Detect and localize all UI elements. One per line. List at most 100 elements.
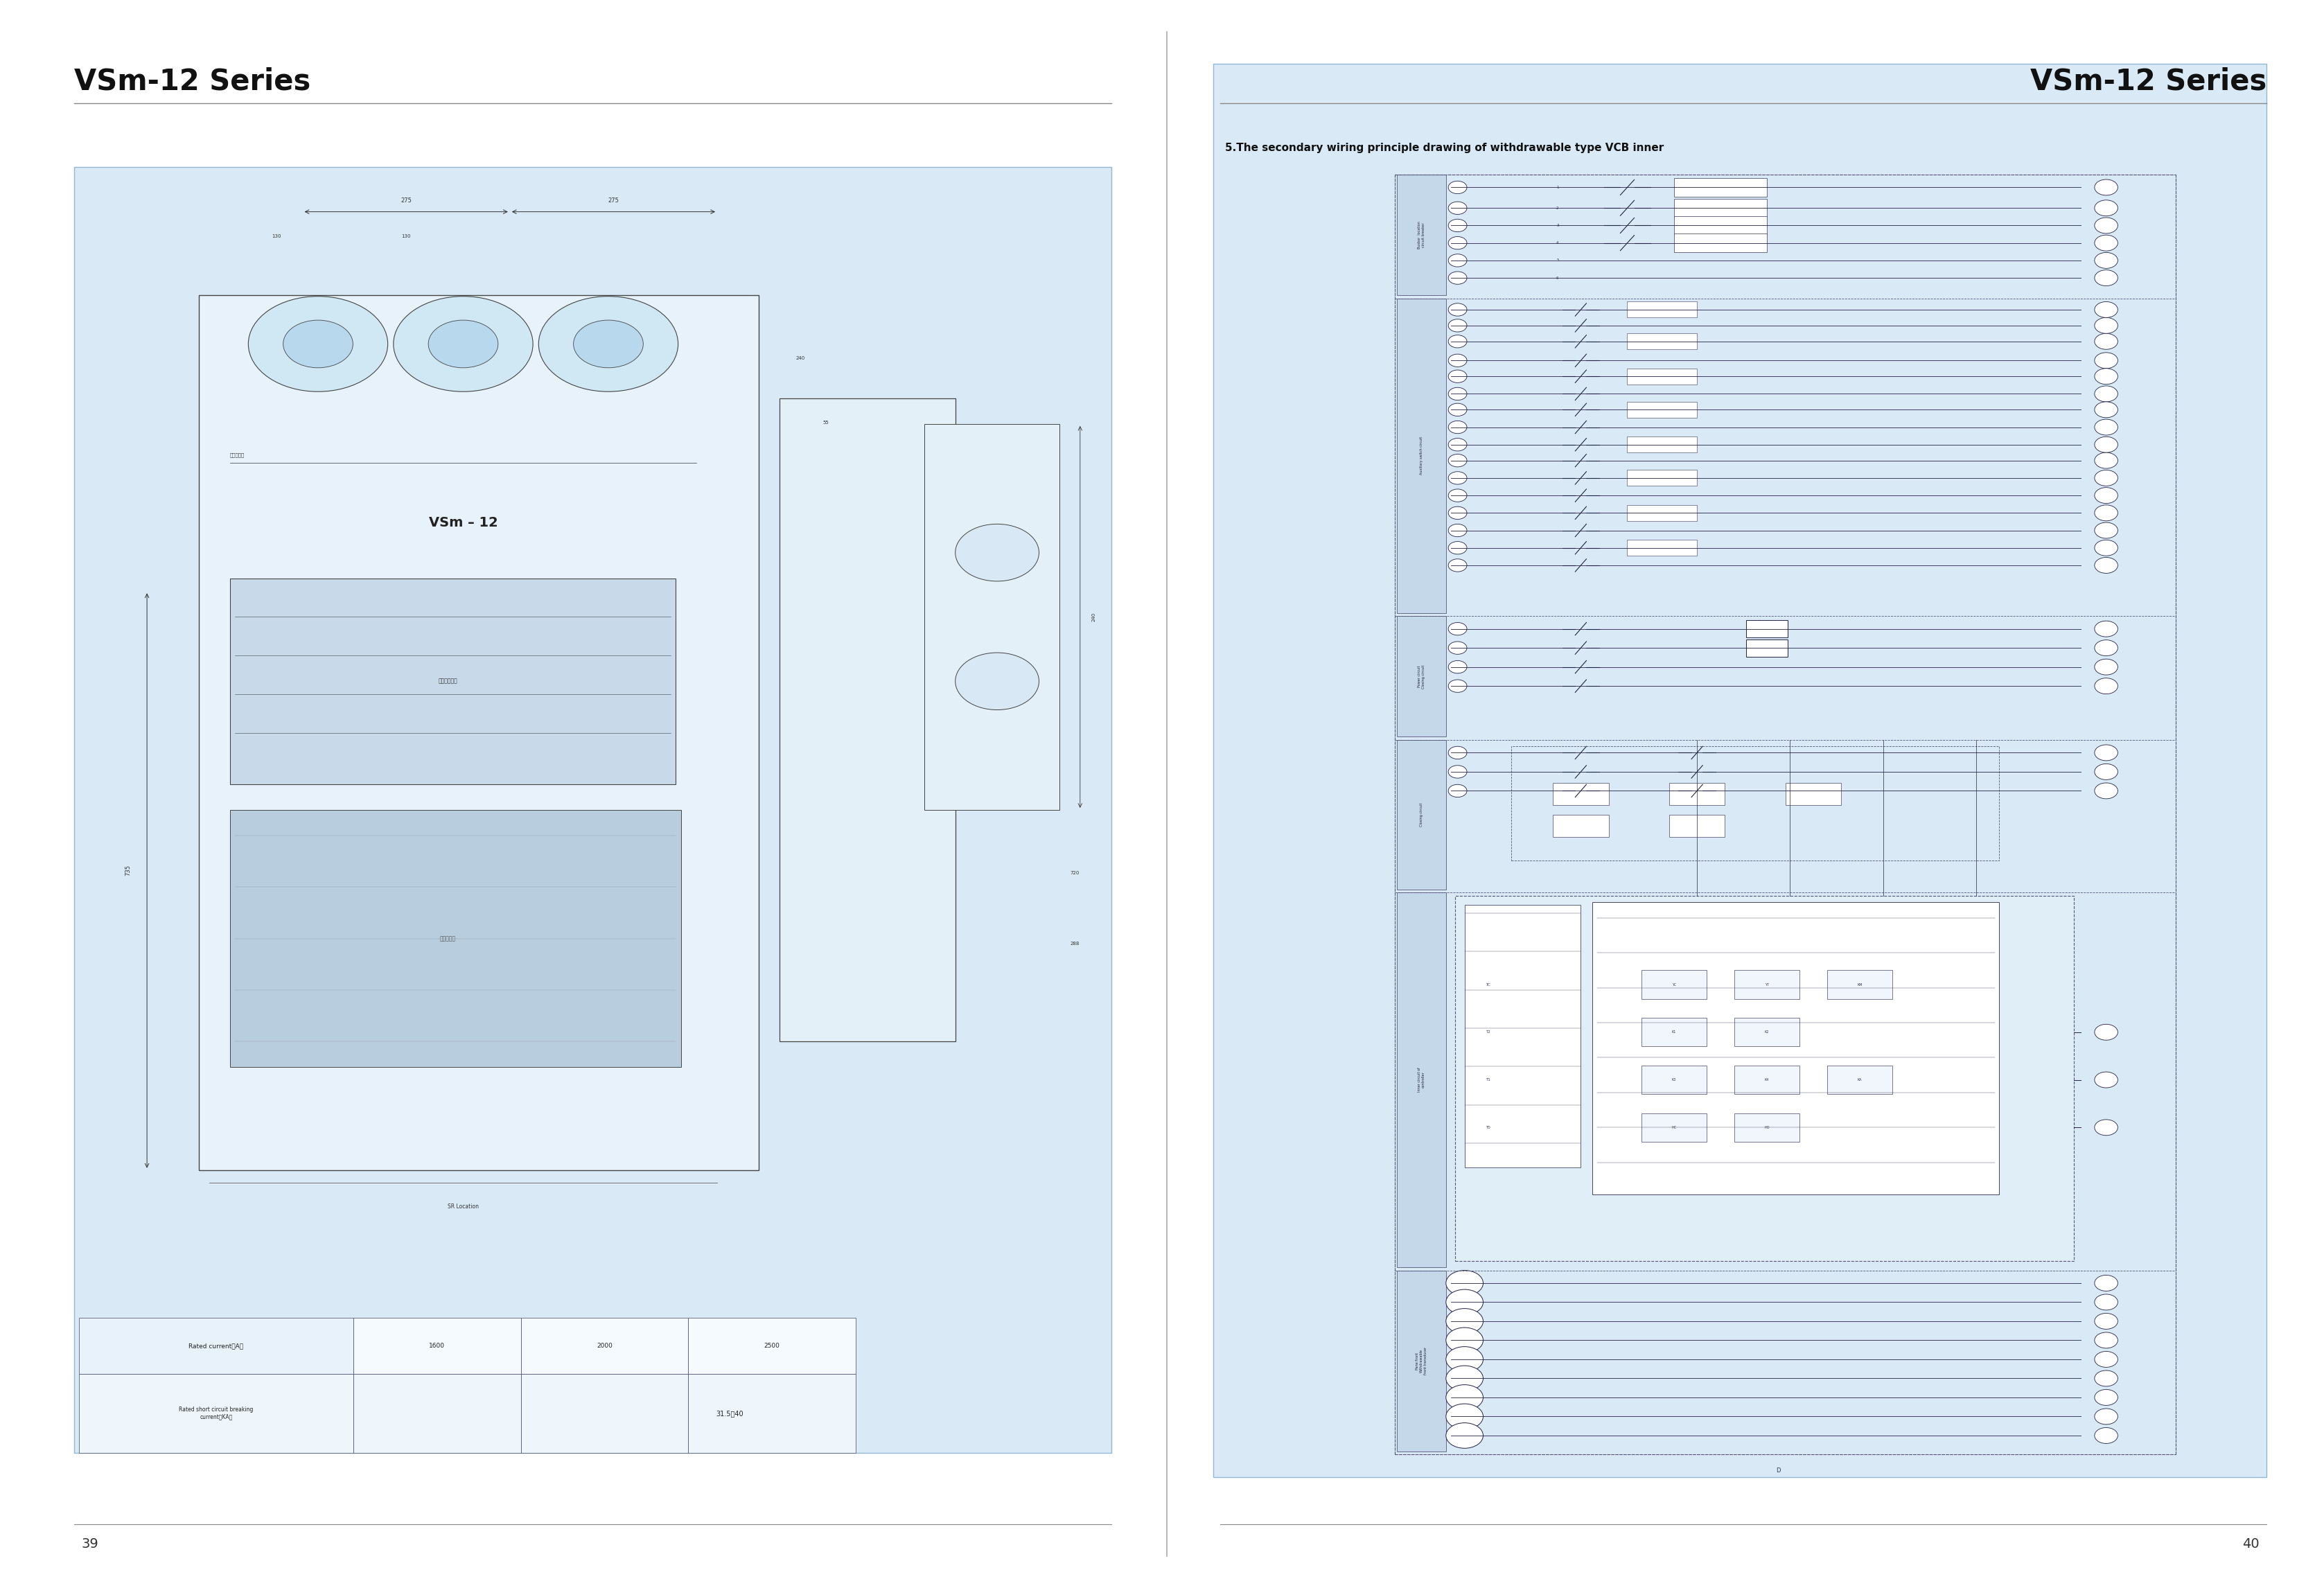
Text: 断路器编号: 断路器编号 — [230, 453, 244, 457]
Bar — [1785, 783, 1841, 805]
Text: VSm-12 Series: VSm-12 Series — [74, 67, 311, 95]
Circle shape — [1448, 1429, 1466, 1442]
Circle shape — [1448, 319, 1466, 332]
Text: 240: 240 — [795, 356, 804, 360]
Bar — [230, 578, 676, 784]
Circle shape — [2094, 621, 2117, 637]
Circle shape — [2094, 252, 2117, 268]
Circle shape — [1448, 303, 1466, 316]
Bar — [1455, 896, 2073, 1261]
Circle shape — [1448, 438, 1466, 451]
Bar — [1627, 540, 1697, 556]
Bar — [1827, 970, 1892, 999]
Bar — [200, 295, 758, 1170]
Circle shape — [2094, 764, 2117, 780]
Circle shape — [1448, 202, 1466, 214]
Circle shape — [2094, 1370, 2117, 1386]
Circle shape — [2094, 1332, 2117, 1348]
Circle shape — [1446, 1328, 1483, 1353]
Circle shape — [1448, 472, 1466, 484]
Circle shape — [1448, 454, 1466, 467]
Circle shape — [2094, 1275, 2117, 1291]
Text: YC: YC — [1671, 983, 1676, 986]
Text: 3: 3 — [1555, 224, 1559, 227]
Bar — [1673, 216, 1766, 235]
Circle shape — [1448, 370, 1466, 383]
Text: 固定架构图: 固定架构图 — [439, 935, 456, 942]
Circle shape — [539, 297, 679, 392]
Circle shape — [574, 321, 644, 368]
Circle shape — [1448, 335, 1466, 348]
Bar — [1734, 1113, 1799, 1142]
Circle shape — [2094, 1351, 2117, 1367]
Circle shape — [1448, 1353, 1466, 1366]
Bar — [1397, 616, 1446, 737]
Bar — [521, 1318, 688, 1374]
Circle shape — [2094, 353, 2117, 368]
Circle shape — [2094, 659, 2117, 675]
Text: Power circuit
Closing circuit: Power circuit Closing circuit — [1418, 664, 1425, 689]
Circle shape — [2094, 419, 2117, 435]
Bar — [1673, 233, 1766, 252]
Circle shape — [2094, 783, 2117, 799]
Circle shape — [1448, 354, 1466, 367]
Bar — [1274, 162, 2254, 1467]
Circle shape — [284, 321, 353, 368]
Text: Pane front
Withdrawable
front transducer: Pane front Withdrawable front transducer — [1415, 1347, 1427, 1375]
Circle shape — [1448, 1372, 1466, 1385]
Circle shape — [2094, 270, 2117, 286]
Text: 产品铭牌区域: 产品铭牌区域 — [437, 678, 458, 684]
Circle shape — [1446, 1309, 1483, 1334]
Bar — [1641, 1066, 1706, 1094]
Bar — [1592, 902, 1999, 1194]
Circle shape — [2094, 488, 2117, 503]
Bar — [1673, 178, 1766, 197]
Bar — [1627, 402, 1697, 418]
Circle shape — [2094, 1313, 2117, 1329]
Bar — [1627, 333, 1697, 349]
Bar — [1734, 1066, 1799, 1094]
Circle shape — [2094, 179, 2117, 195]
Bar — [1464, 905, 1580, 1167]
Text: K3: K3 — [1671, 1078, 1676, 1081]
Text: 720: 720 — [1069, 870, 1078, 875]
Bar — [1827, 1066, 1892, 1094]
Text: SR Location: SR Location — [449, 1204, 479, 1210]
Circle shape — [393, 297, 532, 392]
Bar — [925, 424, 1060, 810]
Circle shape — [2094, 557, 2117, 573]
Bar — [1397, 892, 1446, 1267]
Text: 1600: 1600 — [430, 1343, 444, 1348]
Circle shape — [1448, 661, 1466, 673]
Circle shape — [1448, 1391, 1466, 1404]
Circle shape — [2094, 678, 2117, 694]
Circle shape — [1448, 680, 1466, 692]
Circle shape — [2094, 302, 2117, 318]
Bar — [79, 1374, 353, 1453]
Circle shape — [2094, 386, 2117, 402]
Bar — [1552, 783, 1608, 805]
Bar — [1627, 470, 1697, 486]
Text: D: D — [1776, 1467, 1780, 1474]
Bar — [779, 399, 955, 1042]
Bar — [1511, 746, 1999, 861]
Text: 2500: 2500 — [765, 1343, 779, 1348]
Text: K2: K2 — [1764, 1031, 1769, 1034]
Circle shape — [2094, 235, 2117, 251]
Bar — [1734, 1018, 1799, 1046]
Bar — [1734, 970, 1799, 999]
Text: 6: 6 — [1555, 276, 1559, 279]
Bar — [1397, 740, 1446, 889]
Text: T1: T1 — [1485, 1078, 1490, 1081]
Text: 5.The secondary wiring principle drawing of withdrawable type VCB inner: 5.The secondary wiring principle drawing… — [1225, 143, 1664, 154]
Text: KA: KA — [1857, 1078, 1862, 1081]
Text: 240: 240 — [1092, 613, 1095, 621]
Text: TC: TC — [1485, 983, 1490, 986]
Bar — [1397, 299, 1446, 613]
Bar — [1397, 1270, 1446, 1451]
Bar — [79, 1318, 353, 1374]
Circle shape — [2094, 522, 2117, 538]
Circle shape — [2094, 1409, 2117, 1424]
Circle shape — [2094, 1024, 2117, 1040]
Circle shape — [1448, 421, 1466, 434]
